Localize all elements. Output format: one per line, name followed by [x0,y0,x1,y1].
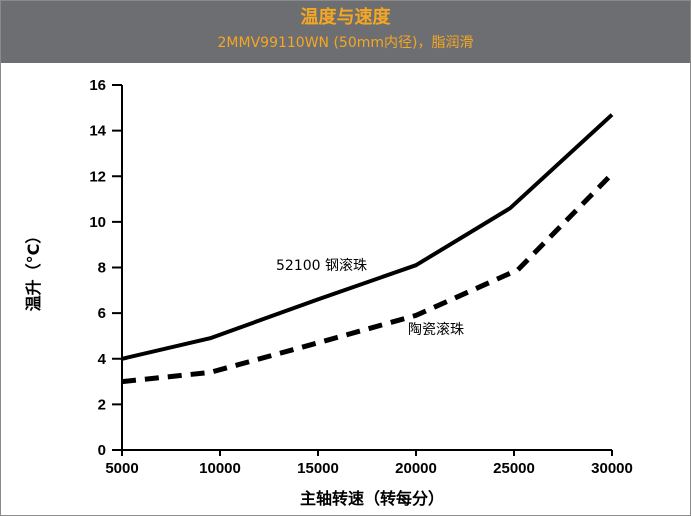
x-axis-label: 主轴转速（转每分） [300,489,444,508]
series-line-steel [121,113,614,361]
x-tick-label: 20000 [395,460,437,477]
chart-header: 温度与速度 2MMV99110WN (50mm内径)，脂润滑 [1,1,690,63]
x-tick-label: 30000 [591,460,633,477]
annotation-steel: 52100 钢滚珠 [276,257,367,274]
x-tick-label: 15000 [297,460,339,477]
y-tick-label: 16 [89,77,106,94]
x-tick-label: 5000 [105,460,138,477]
y-tick-label: 6 [98,305,106,322]
y-tick-label: 4 [98,351,107,368]
annotation-ceramic: 陶瓷滚珠 [408,321,464,338]
y-axis-label: 温升（°C） [24,228,43,313]
axes: 0 2 4 6 8 10 12 14 16 5000 10000 15000 20000 25000 300… [89,77,633,477]
series-layer [121,113,614,385]
x-tick-label: 10000 [199,460,241,477]
y-tick-label: 2 [98,396,106,413]
y-tick-label: 14 [89,123,106,140]
chart-subtitle: 2MMV99110WN (50mm内径)，脂润滑 [217,35,474,51]
series-line-ceramic [121,172,614,385]
chart-title: 温度与速度 [300,7,391,28]
y-tick-label: 12 [89,168,106,185]
y-tick-label: 8 [98,260,106,277]
y-tick-label: 10 [89,214,106,231]
x-tick-label: 25000 [493,460,535,477]
y-tick-label: 0 [98,442,106,459]
